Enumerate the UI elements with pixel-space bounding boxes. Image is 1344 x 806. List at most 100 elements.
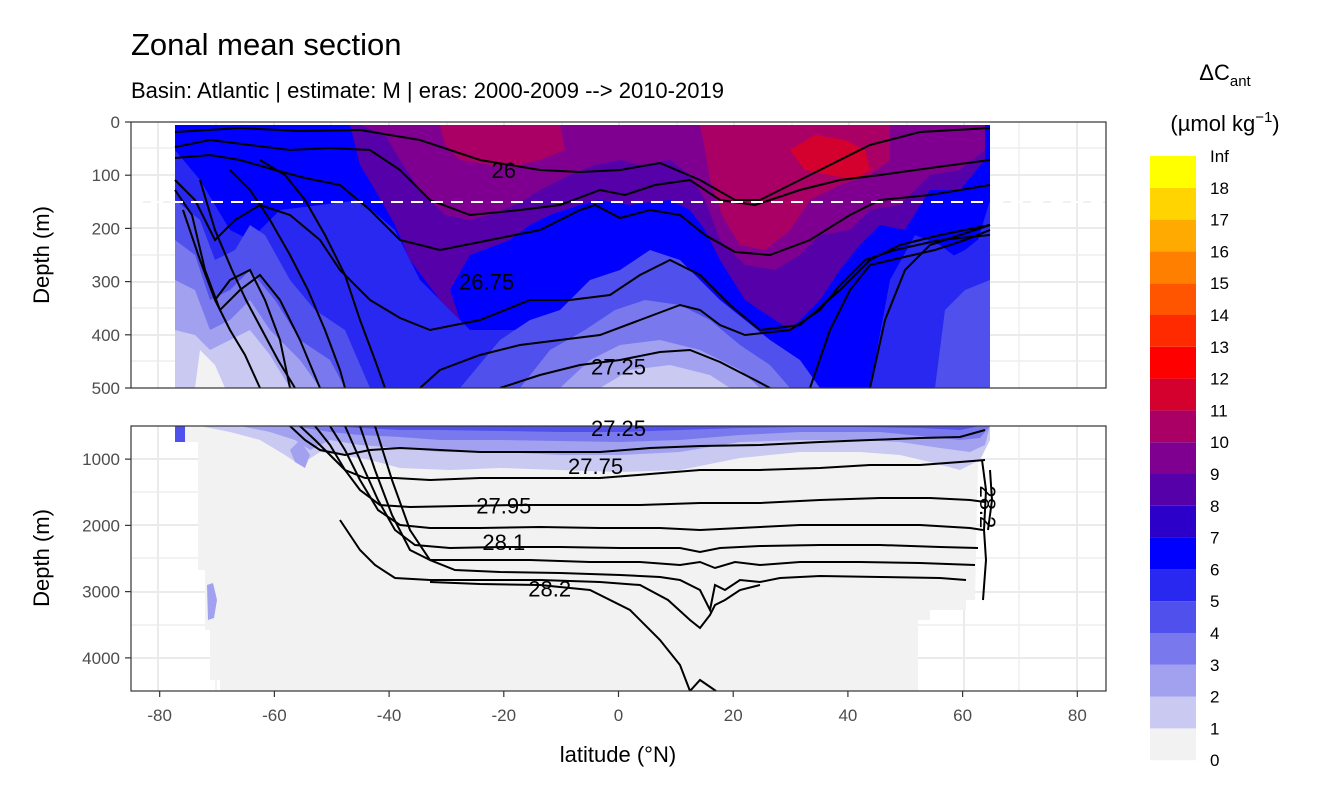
legend-swatch [1150,537,1196,570]
upper-panel-border [130,121,1107,389]
legend-title-subscript: ant [1230,73,1252,90]
upper-field-band-6 [790,135,870,180]
upper-contour-line [869,224,991,388]
legend-swatch [1150,410,1196,443]
upper-contour-line [419,234,991,388]
y-tick-label: 3000 [82,583,120,602]
contour-label: 26 [492,158,516,183]
lower-contour-line [289,426,986,457]
legend-swatch [1150,346,1196,379]
legend-unit: (µmol kg−1) [1170,109,1279,136]
upper-contour-line [229,169,346,388]
y-tick-label: 2000 [82,516,120,535]
legend-label: 3 [1210,656,1219,675]
y-axis-label-lower: Depth (m) [29,509,54,607]
legend-swatch [1150,474,1196,506]
legend-swatch [1150,251,1196,284]
contour-label: 27.25 [591,416,646,441]
chart-title: Zonal mean section [131,27,402,62]
legend-label: 10 [1210,433,1229,452]
x-axis: -80 -60 -40 -20 0 20 40 60 80 [147,691,1087,725]
contour-label: 27.25 [591,355,646,380]
legend-swatches [1150,156,1196,761]
upper-contour-line [809,229,991,388]
x-tick-label: -60 [262,706,287,725]
lower-contour-line [344,426,979,554]
legend-label: Inf [1210,147,1229,166]
x-tick-label: 60 [953,706,972,725]
legend-swatch [1150,664,1196,697]
legend-swatch [1150,569,1196,602]
upper-field-band-15 [195,350,225,388]
x-tick-label: 0 [614,706,623,725]
legend-swatch [1150,219,1196,252]
lower-contour-line [339,519,761,630]
contour-label: 26.75 [459,270,514,295]
legend-swatch [1150,156,1196,188]
y-tick-label: 500 [92,379,120,398]
legend-swatch [1150,728,1196,761]
y-axis-label-upper: Depth (m) [29,206,54,304]
lower-contour-line [374,426,967,614]
legend-label: 14 [1210,306,1229,325]
y-tick-label: 200 [92,219,120,238]
lower-y-ticks: 1000 2000 3000 4000 [82,450,131,668]
upper-density-contours [174,126,991,388]
legend-label: 6 [1210,560,1219,579]
upper-contour-line [214,268,291,388]
lower-contour-line [329,426,984,532]
x-tick-label: 20 [724,706,743,725]
lower-density-contours [289,426,994,691]
lower-contour-line [359,426,976,570]
y-tick-label: 0 [111,113,120,132]
legend-title-main: ΔC [1199,60,1230,85]
legend-unit-main: (µmol kg [1170,111,1255,136]
legend-label: 8 [1210,497,1219,516]
legend-swatch [1150,283,1196,315]
upper-field-band-4 [440,125,565,165]
upper-contour-line [199,179,296,388]
upper-contour-line [174,126,991,201]
legend-swatch [1150,187,1196,220]
legend-label: 5 [1210,592,1219,611]
lower-contour-line [987,469,994,531]
contour-label: 28.1 [482,530,525,555]
upper-field-band-17 [935,280,990,388]
upper-panel: 26 26.75 27.25 0 100 200 300 400 500 [92,113,1107,398]
legend-swatch [1150,633,1196,665]
contour-label: 28.2 [975,485,1000,528]
upper-contour-line [174,179,991,332]
y-tick-label: 300 [92,273,120,292]
legend-label: 18 [1210,179,1229,198]
y-tick-label: 4000 [82,649,120,668]
upper-contour-line [182,209,261,388]
legend-label: 13 [1210,338,1229,357]
lower-contour-line [429,581,691,691]
upper-field-band-14 [600,365,730,388]
legend-swatch [1150,601,1196,633]
contour-label: 27.75 [568,454,623,479]
legend-unit-close: ) [1272,111,1279,136]
upper-panel-field [175,125,990,388]
legend-swatch [1150,696,1196,729]
legend-label: 0 [1210,751,1219,770]
lower-contour-line [981,459,988,601]
legend-label: 16 [1210,242,1229,261]
legend-label: 17 [1210,211,1229,230]
lower-field-band-8 [290,440,310,468]
legend-swatch [1150,315,1196,347]
lower-field-band-2 [207,583,217,620]
legend-swatch [1150,505,1196,538]
legend-swatch [1150,442,1196,474]
legend-unit-superscript: −1 [1255,109,1272,126]
upper-contour-line [174,189,321,388]
contour-label: 27.95 [476,494,531,519]
lower-field-band-7 [330,426,980,432]
lower-field-band-1 [175,426,990,691]
chart-subtitle: Basin: Atlantic | estimate: M | eras: 20… [131,78,724,103]
contour-label: 28.2 [528,576,571,601]
lower-field-band-3 [175,426,185,442]
legend-label: 1 [1210,719,1219,738]
